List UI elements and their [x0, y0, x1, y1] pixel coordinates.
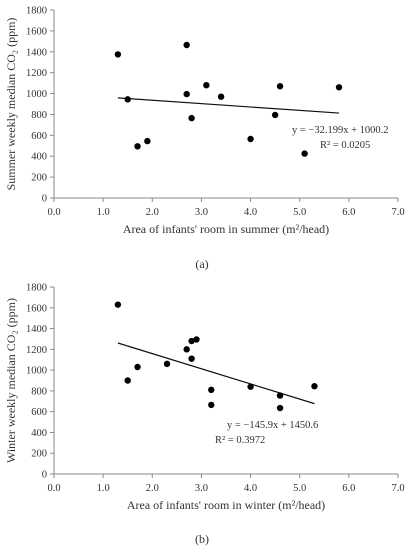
- data-point: [183, 41, 190, 49]
- y-tick-label: 1200: [26, 68, 47, 79]
- data-point: [124, 96, 131, 103]
- y-tick-label: 0: [42, 194, 47, 205]
- y-tick-label: 1200: [26, 345, 47, 356]
- x-tick-label: 3.0: [195, 207, 208, 218]
- y-tick-label: 800: [31, 386, 47, 397]
- y-axis-label: Winter weekly median CO₂ (ppm): [4, 298, 18, 463]
- x-tick-label: 5.0: [293, 483, 306, 494]
- x-tick-label: 6.0: [342, 207, 355, 218]
- y-tick-label: 1400: [26, 47, 47, 58]
- y-tick-label: 800: [31, 110, 47, 121]
- data-point: [276, 392, 284, 399]
- trendline: [117, 97, 340, 114]
- x-tick-label: 1.0: [97, 207, 110, 218]
- y-tick-label: 400: [31, 152, 47, 163]
- data-point: [217, 93, 225, 100]
- data-point: [134, 143, 141, 150]
- x-tick-label: 5.0: [293, 207, 306, 218]
- trendline-equation: y = −32.199x + 1000.2: [292, 125, 389, 136]
- y-tick-label: 1000: [26, 89, 47, 100]
- x-tick-label: 0.0: [47, 207, 60, 218]
- x-tick-label: 4.0: [244, 207, 257, 218]
- x-tick-label: 3.0: [195, 483, 208, 494]
- data-point: [114, 51, 122, 58]
- y-tick-label: 1800: [26, 6, 47, 17]
- trendline: [117, 342, 315, 405]
- data-point: [114, 301, 122, 308]
- data-point: [144, 137, 151, 145]
- data-point: [247, 135, 254, 143]
- y-tick-label: 200: [31, 173, 47, 184]
- x-axis-label: Area of infants' room in summer (m²/head…: [123, 222, 329, 236]
- data-point: [188, 114, 195, 122]
- y-axis-label: Summer weekly median CO₂ (ppm): [4, 18, 18, 191]
- y-tick-label: 1000: [26, 366, 47, 377]
- data-point: [183, 346, 190, 353]
- x-tick-label: 2.0: [146, 207, 159, 218]
- r-squared-label: R² = 0.0205: [320, 140, 370, 151]
- x-tick-label: 6.0: [342, 483, 355, 494]
- trendline-equation: y = −145.9x + 1450.6: [227, 420, 318, 431]
- y-tick-label: 400: [31, 428, 47, 439]
- y-tick-label: 1800: [26, 283, 47, 294]
- data-point: [301, 150, 308, 157]
- panel-label: (a): [195, 257, 208, 271]
- data-point: [134, 363, 141, 371]
- chart-panel-b: 0 200 400 600 800 1000 1200 1400 1600 1800 0.0 1.0 2…: [4, 283, 405, 547]
- x-tick-label: 1.0: [97, 483, 110, 494]
- y-tick-label: 1600: [26, 26, 47, 37]
- data-point: [203, 82, 210, 89]
- x-tick-label: 4.0: [244, 483, 257, 494]
- data-point: [311, 383, 318, 390]
- data-point: [208, 401, 215, 409]
- data-point: [276, 83, 284, 90]
- chart-panel-a: 0 200 400 600 800 1000 1200 1400 1600 1800 0.0 1.0 2…: [4, 6, 405, 272]
- y-tick-label: 600: [31, 407, 47, 418]
- r-squared-label: R² = 0.3972: [215, 435, 265, 446]
- data-point: [183, 90, 190, 98]
- data-point: [247, 383, 254, 390]
- data-point: [124, 377, 131, 384]
- data-point: [188, 337, 195, 345]
- x-tick-label: 7.0: [391, 483, 404, 494]
- data-point: [208, 386, 215, 394]
- y-tick-label: 1600: [26, 303, 47, 314]
- y-tick-label: 600: [31, 131, 47, 142]
- data-point: [163, 360, 171, 368]
- data-point: [276, 404, 284, 412]
- x-tick-label: 7.0: [391, 207, 404, 218]
- x-tick-label: 0.0: [47, 483, 60, 494]
- y-tick-label: 0: [42, 470, 47, 481]
- data-point: [188, 355, 195, 362]
- y-tick-label: 200: [31, 449, 47, 460]
- y-tick-label: 1400: [26, 324, 47, 335]
- x-axis-label: Area of infants' room in winter (m²/head…: [127, 498, 325, 512]
- data-point: [335, 84, 343, 91]
- panel-label: (b): [195, 532, 209, 546]
- data-point: [271, 111, 279, 119]
- data-point: [193, 336, 200, 343]
- x-tick-label: 2.0: [146, 483, 159, 494]
